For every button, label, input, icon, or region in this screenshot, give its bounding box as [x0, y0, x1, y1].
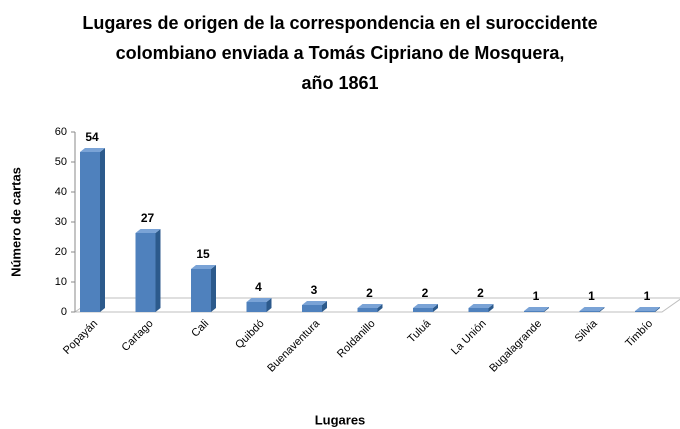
- bar-face: [413, 308, 433, 312]
- value-label: 1: [533, 289, 540, 303]
- bar-face: [211, 265, 216, 312]
- bar-face: [599, 307, 605, 312]
- x-tick-label: Silvia: [573, 317, 601, 345]
- y-axis-title: Número de cartas: [8, 167, 23, 277]
- bar-face: [524, 307, 549, 311]
- y-tick-label: 0: [61, 306, 67, 318]
- y-tick-label: 40: [55, 186, 67, 198]
- x-tick-label: Roldanillo: [335, 318, 378, 361]
- bar-face: [544, 307, 549, 312]
- bar: [579, 307, 605, 312]
- bar-face: [468, 304, 494, 308]
- bar-face: [191, 265, 216, 269]
- bar: [524, 307, 549, 312]
- y-tick-label: 50: [55, 156, 67, 168]
- x-tick-label: Cartago: [120, 318, 156, 354]
- bar: [135, 229, 161, 312]
- bar-face: [524, 311, 544, 312]
- bar-face: [302, 301, 327, 305]
- value-label: 54: [85, 130, 99, 144]
- value-label: 1: [588, 289, 595, 303]
- bar: [191, 265, 216, 312]
- bar: [635, 307, 660, 312]
- x-axis-title: Lugares: [315, 412, 366, 427]
- y-tick-label: 20: [55, 246, 67, 258]
- y-tick-label: 60: [55, 126, 67, 138]
- chart-title: Lugares de origen de la correspondencia …: [82, 13, 597, 33]
- bar-face: [468, 308, 489, 312]
- y-tick-label: 30: [55, 216, 67, 228]
- bar: [413, 304, 438, 312]
- value-label: 1: [644, 289, 651, 303]
- bar-face: [100, 148, 105, 312]
- value-label: 2: [477, 286, 484, 300]
- bar: [246, 298, 272, 312]
- value-label: 4: [255, 280, 262, 294]
- value-label: 2: [366, 286, 373, 300]
- bar-face: [135, 229, 161, 233]
- bar-face: [80, 148, 105, 152]
- bar-face: [246, 298, 272, 302]
- value-label: 2: [422, 286, 429, 300]
- chart-title: colombiano enviada a Tomás Cipriano de M…: [116, 43, 565, 63]
- bar-face: [302, 305, 322, 312]
- bar-face: [357, 308, 378, 312]
- bar-face: [635, 311, 655, 312]
- bar: [80, 148, 105, 312]
- x-tick-label: Cali: [189, 318, 211, 340]
- x-tick-label: Buenaventura: [265, 317, 323, 375]
- value-label: 3: [311, 283, 318, 297]
- x-tick-label: Timbío: [623, 318, 655, 350]
- bar-face: [488, 304, 494, 312]
- bar-face: [357, 304, 383, 308]
- value-label: 15: [196, 247, 210, 261]
- x-tick-label: La Unión: [449, 318, 489, 358]
- x-tick-label: Popayán: [61, 318, 100, 357]
- bar-face: [579, 311, 600, 312]
- bar-face: [135, 233, 156, 312]
- chart-title: año 1861: [301, 73, 378, 93]
- bar-face: [635, 307, 660, 311]
- bar: [357, 304, 383, 312]
- y-tick-label: 10: [55, 276, 67, 288]
- bar-face: [322, 301, 327, 312]
- bar-face: [155, 229, 161, 312]
- x-tick-label: Quibdó: [233, 318, 267, 352]
- bar-face: [433, 304, 438, 312]
- bar-face: [579, 307, 605, 311]
- value-label: 27: [141, 211, 155, 225]
- x-tick-label: Tuluá: [406, 317, 434, 345]
- bar-face: [191, 269, 211, 312]
- bar-face: [377, 304, 383, 312]
- bar-face: [246, 302, 267, 312]
- bar-face: [413, 304, 438, 308]
- bar-face: [266, 298, 272, 312]
- x-tick-label: Bugalagrande: [487, 318, 544, 375]
- bar: [302, 301, 327, 312]
- bar: [468, 304, 494, 312]
- bar-face: [655, 307, 660, 312]
- bar-face: [80, 152, 100, 312]
